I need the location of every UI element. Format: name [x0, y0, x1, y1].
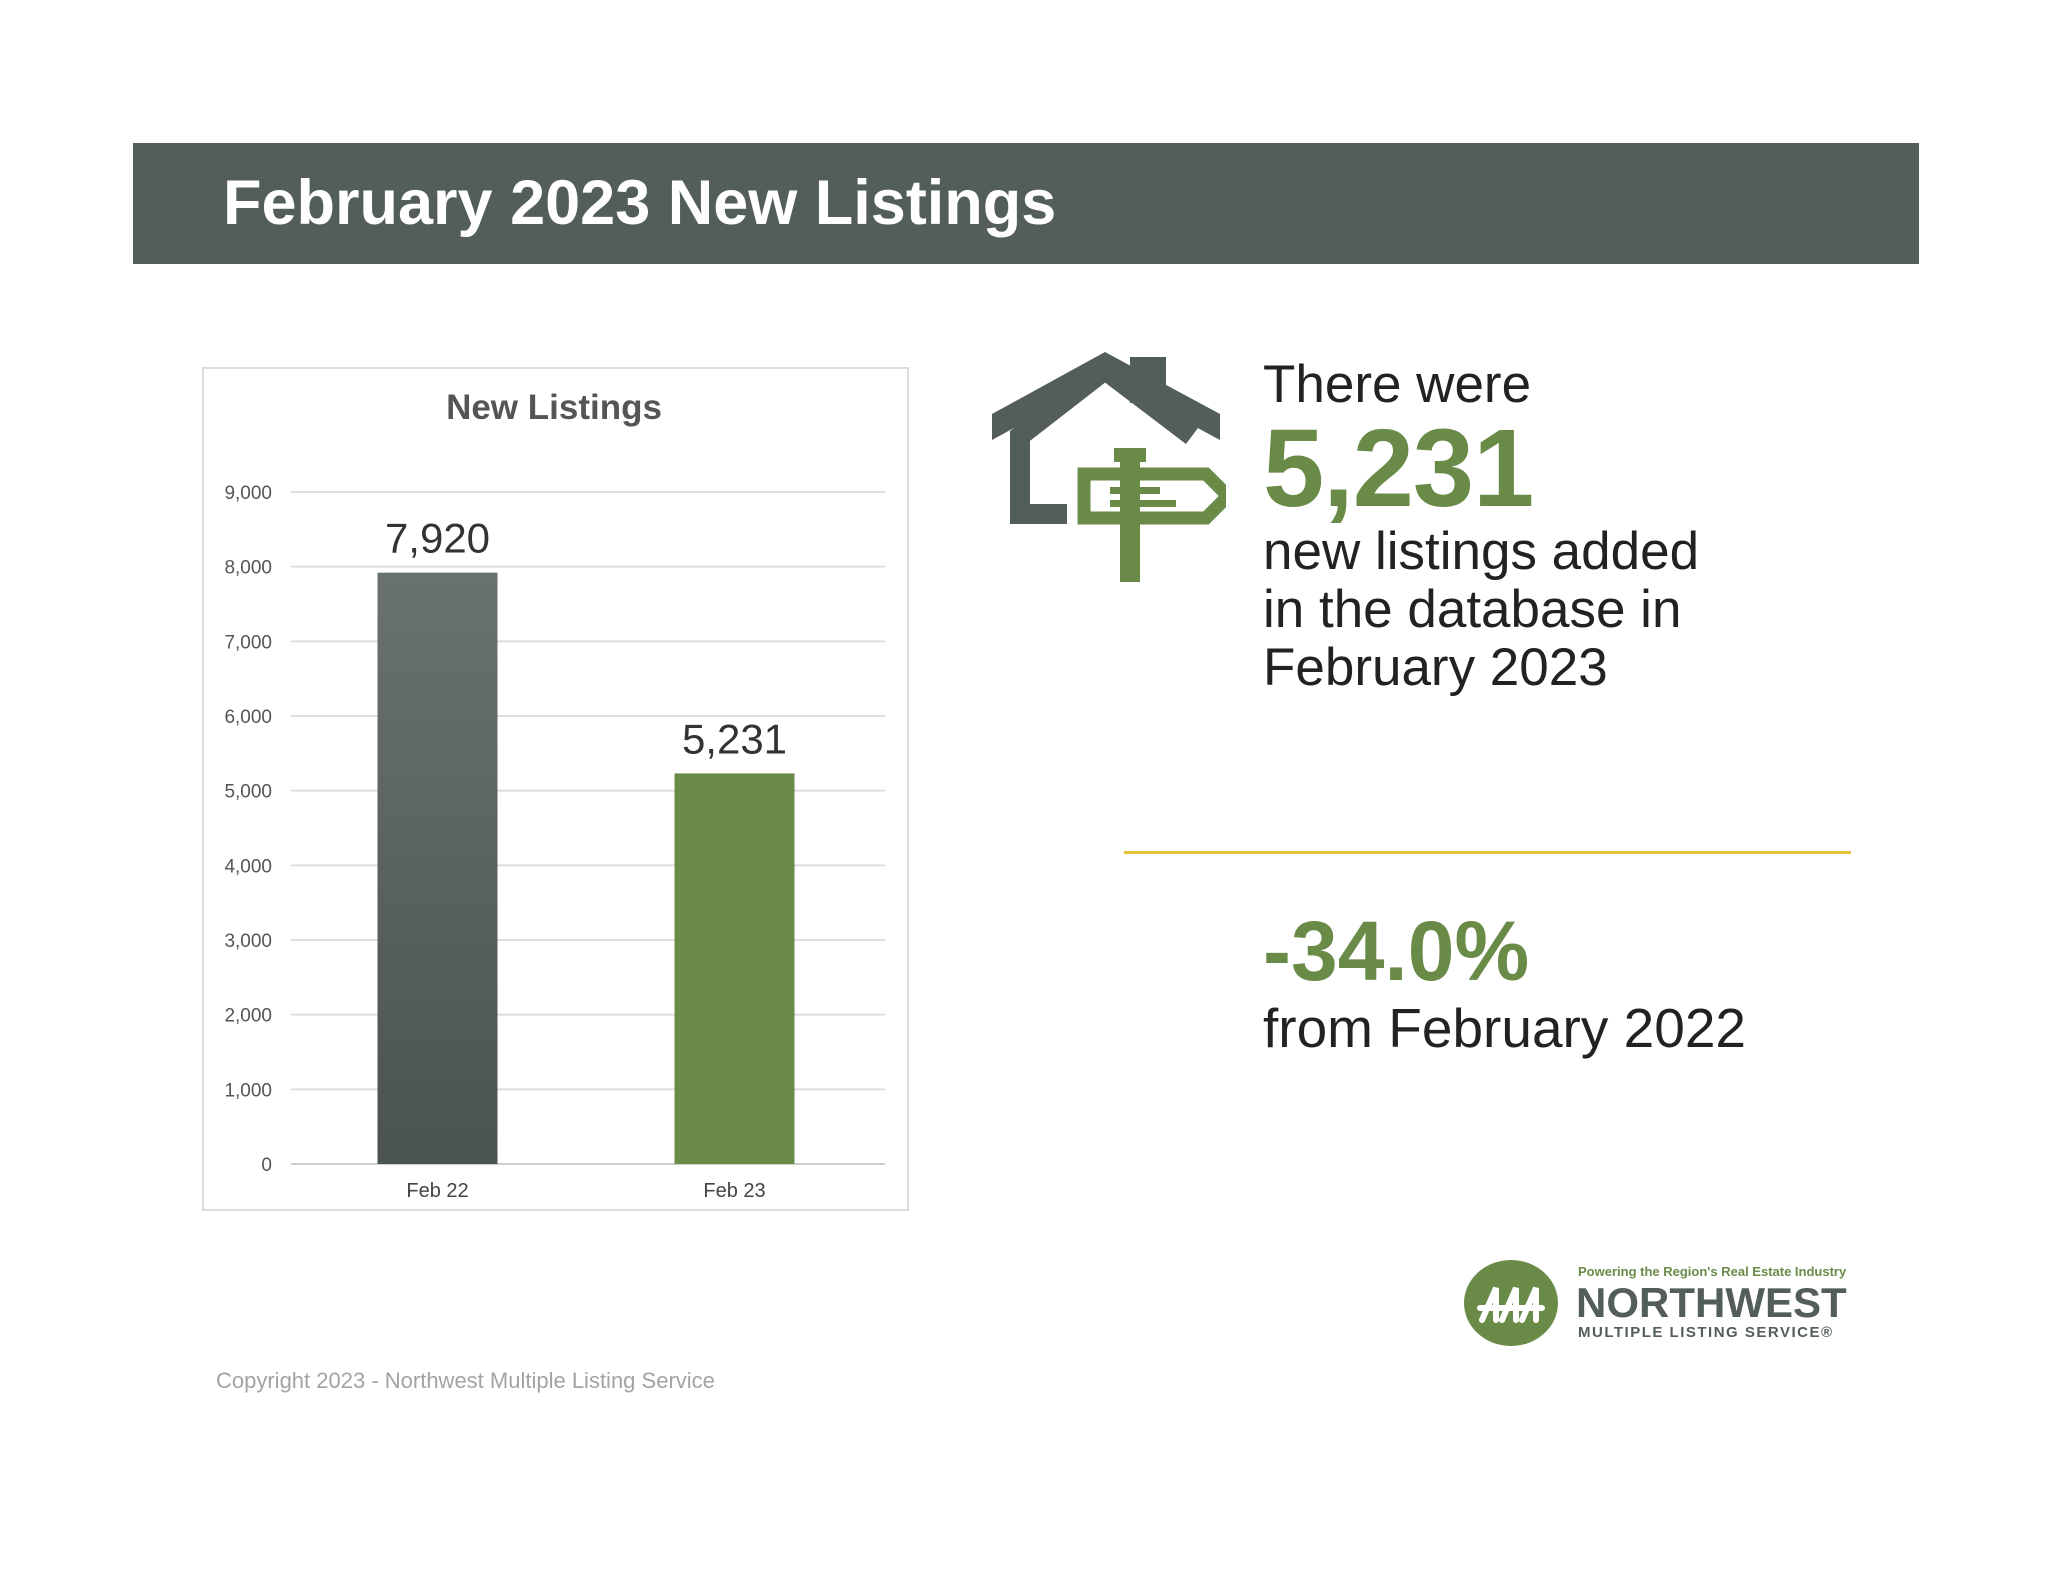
x-tick-label: Feb 22	[406, 1180, 468, 1202]
y-tick-label: 5,000	[224, 782, 272, 803]
y-tick-label: 6,000	[224, 707, 272, 728]
change-value: -34.0%	[1263, 904, 1530, 998]
y-tick-label: 9,000	[224, 483, 272, 504]
highlight-value: 5,231	[1263, 407, 1534, 530]
change-label: from February 2022	[1263, 997, 1746, 1059]
header-bar: February 2023 New Listings	[133, 143, 1919, 264]
data-label: 7,920	[385, 515, 490, 562]
bar-feb-23	[674, 773, 795, 1164]
logo-subtitle: MULTIPLE LISTING SERVICE®	[1578, 1324, 1834, 1341]
y-tick-label: 3,000	[224, 931, 272, 952]
copyright-text: Copyright 2023 - Northwest Multiple List…	[216, 1368, 715, 1393]
x-tick-label: Feb 23	[703, 1180, 765, 1202]
y-tick-label: 2,000	[224, 1006, 272, 1027]
y-tick-label: 8,000	[224, 558, 272, 579]
nwmls-logo: Powering the Region's Real Estate Indust…	[1462, 1258, 1872, 1350]
divider	[1124, 851, 1851, 854]
highlight-description: new listings added in the database in Fe…	[1263, 522, 1700, 697]
chart-card: New Listings 0 1,000 2,000 3,000 4,000 5,000 6…	[202, 367, 909, 1211]
logo-emblem-icon	[1464, 1260, 1558, 1346]
house-with-signpost-icon	[992, 352, 1238, 586]
logo-name: NORTHWEST	[1576, 1279, 1847, 1326]
highlight-block: There were 5,231 new listings added in t…	[1263, 355, 1883, 697]
page-title: February 2023 New Listings	[223, 168, 1057, 238]
chart-title: New Listings	[446, 388, 662, 427]
y-tick-label: 7,000	[224, 632, 272, 653]
y-tick-label: 0	[261, 1155, 272, 1176]
y-tick-label: 4,000	[224, 856, 272, 877]
bar-feb-22	[377, 572, 498, 1164]
bar-chart: New Listings 0 1,000 2,000 3,000 4,000 5,000 6…	[224, 388, 885, 1202]
highlight-intro: There were	[1263, 355, 1532, 414]
logo-tagline: Powering the Region's Real Estate Indust…	[1578, 1264, 1847, 1279]
data-label: 5,231	[682, 715, 787, 762]
y-tick-label: 1,000	[224, 1080, 272, 1101]
change-block: -34.0% from February 2022	[1263, 905, 1746, 1059]
